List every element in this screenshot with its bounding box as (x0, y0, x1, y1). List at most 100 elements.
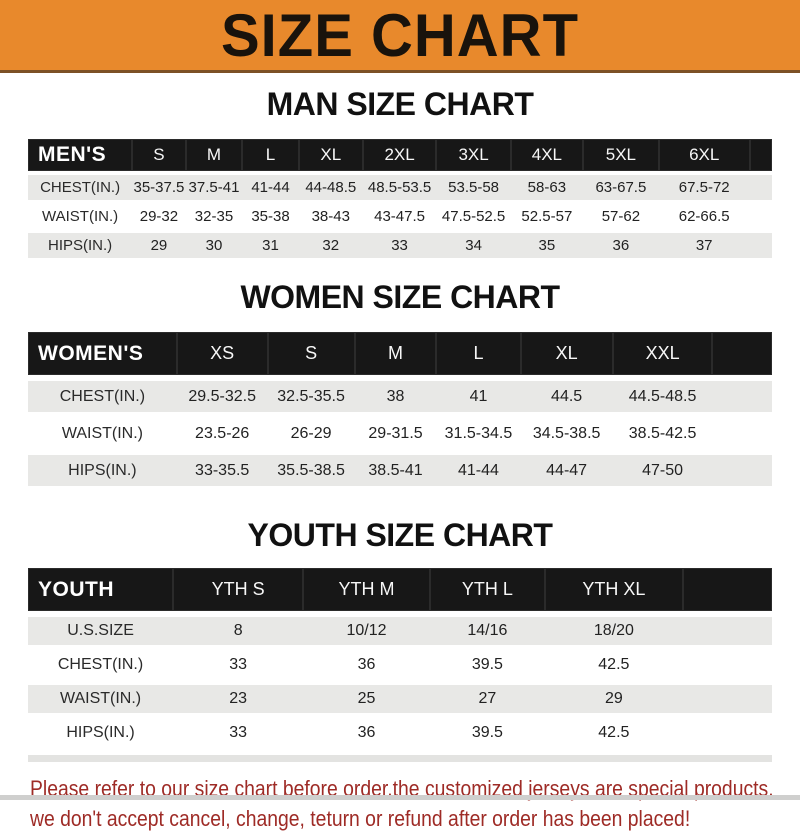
size-value-cell: 29 (545, 685, 683, 713)
size-value-cell: 39.5 (429, 719, 546, 747)
row-label: CHEST(IN.) (28, 381, 177, 412)
size-value-cell: 14/16 (429, 617, 546, 645)
size-column-header: YTH M (303, 568, 430, 611)
size-column-header: 2XL (362, 139, 437, 171)
size-value-cell: 33 (173, 719, 304, 747)
header-spacer (749, 139, 772, 171)
size-value-cell: 37.5-41 (185, 175, 243, 200)
size-value-cell: 10/12 (303, 617, 430, 645)
size-value-cell: 57-62 (582, 204, 659, 229)
size-value-cell: 47.5-52.5 (436, 204, 511, 229)
size-value-cell: 52.5-57 (510, 204, 583, 229)
size-value-cell: 36 (303, 719, 430, 747)
size-value-cell: 32 (298, 233, 363, 258)
size-column-header: 3XL (436, 139, 511, 171)
womens-header-row: WOMEN'S XS S M L XL XXL (28, 332, 772, 375)
mens-header-label: MEN'S (28, 139, 133, 171)
size-chart-banner: SIZE CHART (0, 0, 800, 73)
size-value-cell: 39.5 (429, 651, 546, 679)
measurement-row-waist: WAIST(IN.) 29-32 32-35 35-38 38-43 43-47… (28, 204, 772, 229)
size-column-header: S (267, 332, 355, 375)
row-label: WAIST(IN.) (28, 204, 133, 229)
measurement-row-chest: CHEST(IN.) 33 36 39.5 42.5 (28, 651, 772, 679)
section-heading-women: WOMEN SIZE CHART (240, 279, 560, 315)
row-spacer (749, 233, 772, 258)
size-value-cell: 42.5 (545, 651, 683, 679)
measurement-row-waist: WAIST(IN.) 23.5-26 26-29 29-31.5 31.5-34… (28, 418, 772, 449)
size-value-cell: 29.5-32.5 (176, 381, 268, 412)
size-value-cell: 36 (303, 651, 430, 679)
measurement-row-chest: CHEST(IN.) 35-37.5 37.5-41 41-44 44-48.5… (28, 175, 772, 200)
size-value-cell: 33-35.5 (176, 455, 268, 486)
size-value-cell: 35 (510, 233, 583, 258)
size-column-header: L (242, 139, 299, 171)
size-value-cell: 44-48.5 (298, 175, 363, 200)
youth-header-label: YOUTH (28, 568, 174, 611)
header-spacer (712, 332, 772, 375)
size-value-cell: 38 (354, 381, 437, 412)
size-value-cell: 43-47.5 (362, 204, 437, 229)
size-column-header: XXL (612, 332, 713, 375)
size-value-cell: 31.5-34.5 (436, 418, 521, 449)
size-value-cell: 36 (582, 233, 659, 258)
size-column-header: 6XL (658, 139, 750, 171)
size-column-header: S (132, 139, 186, 171)
size-value-cell: 63-67.5 (582, 175, 659, 200)
size-value-cell: 29-31.5 (354, 418, 437, 449)
size-value-cell: 38.5-41 (354, 455, 437, 486)
size-column-header: YTH L (429, 568, 546, 611)
size-value-cell: 42.5 (545, 719, 683, 747)
size-value-cell: 41-44 (242, 175, 299, 200)
size-value-cell: 44.5-48.5 (612, 381, 713, 412)
row-spacer (682, 651, 772, 679)
measurement-row-hips: HIPS(IN.) 33 36 39.5 42.5 (28, 719, 772, 747)
size-value-cell: 41-44 (436, 455, 521, 486)
row-spacer (749, 175, 772, 200)
mens-header-row: MEN'S S M L XL 2XL 3XL 4XL 5XL 6XL (28, 139, 772, 171)
size-value-cell: 62-66.5 (658, 204, 750, 229)
row-label: HIPS(IN.) (28, 719, 174, 747)
womens-size-table: WOMEN'S XS S M L XL XXL CHEST(IN.) 29.5-… (28, 326, 772, 492)
size-value-cell: 8 (173, 617, 304, 645)
size-value-cell: 44.5 (520, 381, 613, 412)
size-value-cell: 30 (185, 233, 243, 258)
row-spacer (712, 418, 772, 449)
size-value-cell: 26-29 (267, 418, 355, 449)
size-value-cell: 38-43 (298, 204, 363, 229)
size-column-header: YTH XL (545, 568, 683, 611)
measurement-row-chest: CHEST(IN.) 29.5-32.5 32.5-35.5 38 41 44.… (28, 381, 772, 412)
banner-title: SIZE CHART (221, 1, 579, 69)
size-value-cell: 48.5-53.5 (362, 175, 437, 200)
row-label: HIPS(IN.) (28, 233, 133, 258)
measurement-row-hips: HIPS(IN.) 33-35.5 35.5-38.5 38.5-41 41-4… (28, 455, 772, 486)
size-value-cell: 34.5-38.5 (520, 418, 613, 449)
row-spacer (712, 455, 772, 486)
size-value-cell: 67.5-72 (658, 175, 750, 200)
size-value-cell: 23.5-26 (176, 418, 268, 449)
section-heading-man: MAN SIZE CHART (266, 86, 534, 122)
size-value-cell: 58-63 (510, 175, 583, 200)
size-value-cell: 18/20 (545, 617, 683, 645)
size-value-cell: 31 (242, 233, 299, 258)
size-value-cell: 29-32 (132, 204, 186, 229)
row-spacer (682, 617, 772, 645)
measurement-row-waist: WAIST(IN.) 23 25 27 29 (28, 685, 772, 713)
size-value-cell: 34 (436, 233, 511, 258)
row-label: WAIST(IN.) (28, 418, 177, 449)
bottom-edge-strip (0, 795, 800, 800)
size-value-cell: 47-50 (612, 455, 713, 486)
size-column-header: YTH S (173, 568, 304, 611)
size-value-cell: 32-35 (185, 204, 243, 229)
size-value-cell: 23 (173, 685, 304, 713)
size-value-cell: 35-37.5 (132, 175, 186, 200)
youth-table-end-bar (28, 755, 772, 762)
row-label: U.S.SIZE (28, 617, 174, 645)
size-value-cell: 29 (132, 233, 186, 258)
size-column-header: XL (298, 139, 363, 171)
row-label: CHEST(IN.) (28, 175, 133, 200)
size-value-cell: 35.5-38.5 (267, 455, 355, 486)
size-value-cell: 44-47 (520, 455, 613, 486)
size-value-cell: 53.5-58 (436, 175, 511, 200)
section-heading-youth: YOUTH SIZE CHART (247, 517, 553, 553)
size-value-cell: 35-38 (242, 204, 299, 229)
